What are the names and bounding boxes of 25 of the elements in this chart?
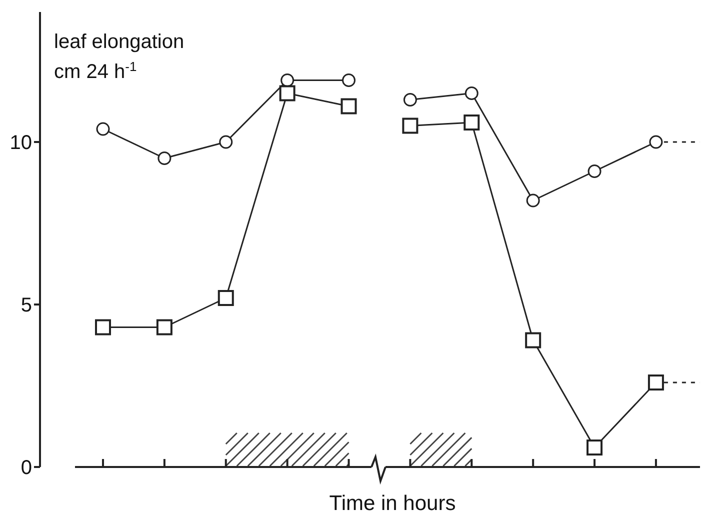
point: [586, 440, 603, 456]
y-tick-label: 10: [10, 132, 32, 154]
point: [280, 74, 294, 87]
point: [158, 152, 172, 165]
x-axis-title: Time in hours: [329, 492, 456, 515]
point: [464, 86, 478, 100]
y-tick-label: 5: [20, 294, 32, 316]
y-axis-title: leaf elongation cm 24 h$^{-1}$: [54, 31, 184, 83]
point: [464, 114, 480, 130]
y-tick-label: 0: [20, 457, 32, 479]
point: [96, 122, 110, 136]
point: [218, 290, 234, 306]
point: [402, 118, 418, 134]
point: [340, 98, 357, 114]
point: [156, 319, 172, 336]
point: [526, 194, 540, 208]
point: [649, 135, 663, 149]
point: [648, 374, 664, 390]
point: [588, 164, 602, 178]
point: [525, 332, 542, 348]
point: [342, 74, 356, 87]
point: [95, 319, 111, 336]
point: [219, 135, 233, 149]
point: [279, 85, 296, 102]
point: [403, 93, 417, 106]
